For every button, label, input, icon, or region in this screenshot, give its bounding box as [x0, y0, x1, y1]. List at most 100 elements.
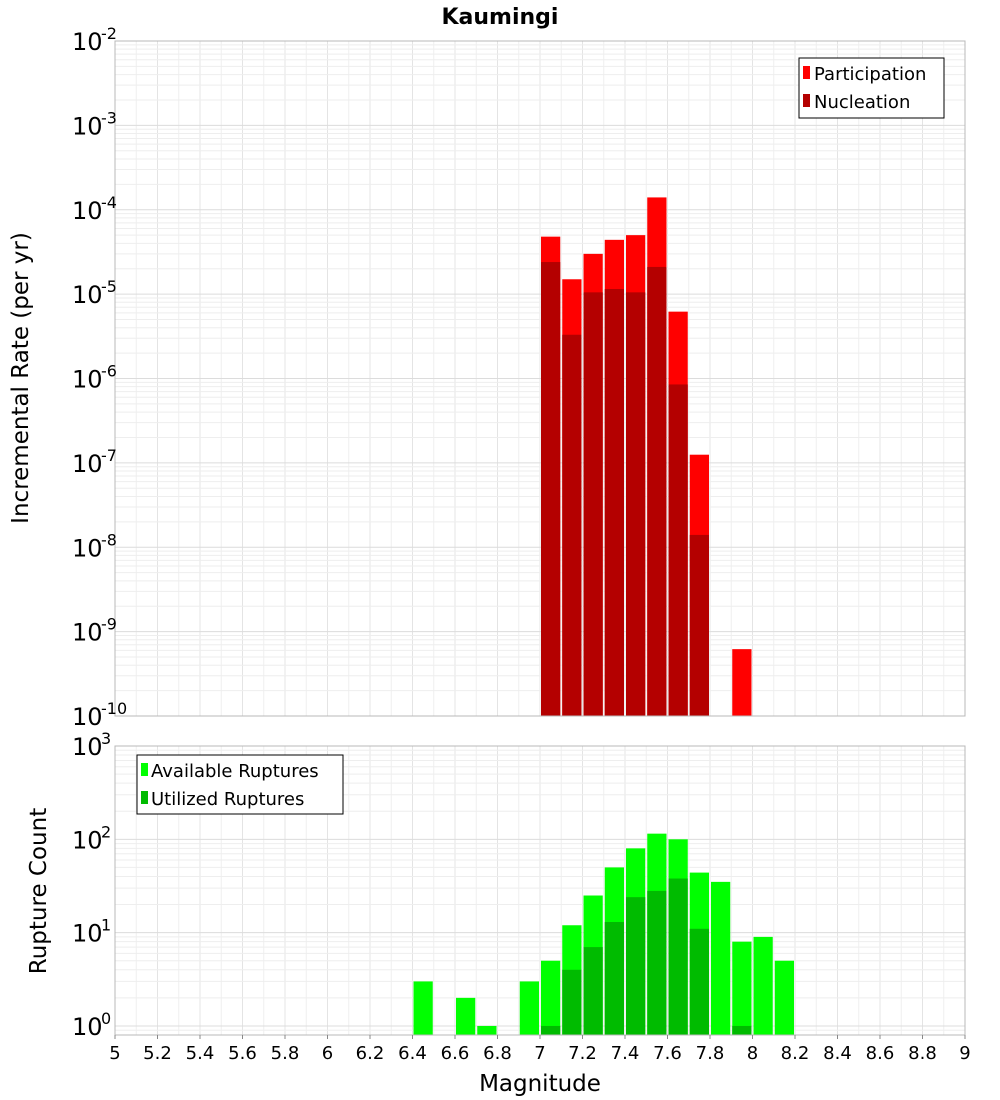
x-tick-label: 6.4	[398, 1043, 427, 1064]
count-legend-box	[136, 754, 344, 815]
x-tick-label: 8.4	[823, 1043, 852, 1064]
y-tick-base: 10	[72, 703, 103, 731]
y-tick-base: 10	[72, 28, 103, 56]
x-tick-label: 8.8	[908, 1043, 937, 1064]
count-bar-utilized-ruptures	[668, 878, 688, 1035]
count-bar-available-ruptures	[456, 997, 476, 1035]
y-tick-exponent: 2	[101, 822, 111, 841]
rate-y-tick-label: 10-10	[72, 699, 127, 731]
rate-y-tick-label: 10-4	[72, 193, 117, 225]
y-tick-exponent: -5	[101, 277, 117, 296]
y-tick-exponent: 1	[101, 916, 111, 935]
y-tick-exponent: -6	[101, 362, 117, 381]
rate-y-tick-label: 10-9	[72, 615, 117, 647]
count-bar-available-ruptures	[541, 960, 561, 1035]
rate-bar-nucleation	[562, 334, 582, 716]
count-legend: Available Ruptures Utilized Ruptures	[136, 754, 344, 815]
rate-bar-nucleation	[541, 262, 561, 716]
count-bar-utilized-ruptures	[732, 1025, 752, 1035]
x-tick-label: 7.4	[611, 1043, 640, 1064]
count-bar-available-ruptures	[413, 981, 433, 1035]
count-bar-utilized-ruptures	[626, 897, 646, 1035]
x-tick-label: 8	[747, 1043, 758, 1064]
rate-bar-nucleation	[604, 289, 624, 716]
chart-title: Kaumingi	[442, 5, 559, 30]
rate-bars	[541, 197, 752, 717]
x-tick-label: 9	[959, 1043, 970, 1064]
y-tick-base: 10	[72, 920, 103, 948]
y-tick-exponent: -9	[101, 615, 117, 634]
y-tick-base: 10	[72, 826, 103, 854]
count-y-tick-label: 103	[72, 729, 111, 761]
x-tick-label: 5.8	[271, 1043, 300, 1064]
y-tick-exponent: -3	[101, 108, 117, 127]
rate-y-tick-label: 10-7	[72, 446, 117, 478]
legend-swatch-utilized	[141, 791, 148, 804]
rate-bar-nucleation	[583, 292, 603, 716]
count-bar-utilized-ruptures	[562, 969, 582, 1035]
x-tick-label: 5	[109, 1043, 120, 1064]
x-tick-label: 8.2	[781, 1043, 810, 1064]
y-tick-base: 10	[72, 112, 103, 140]
rate-y-tick-label: 10-6	[72, 362, 117, 394]
x-tick-label: 5.2	[143, 1043, 172, 1064]
rate-y-tick-label: 10-2	[72, 24, 117, 56]
count-bar-utilized-ruptures	[647, 890, 667, 1035]
y-tick-base: 10	[72, 366, 103, 394]
rate-bar-participation	[732, 649, 752, 716]
legend-swatch-participation	[803, 66, 810, 79]
legend-swatch-nucleation	[803, 94, 810, 107]
rate-bar-nucleation	[647, 266, 667, 716]
rate-grid	[114, 41, 966, 717]
count-bar-available-ruptures	[774, 960, 794, 1035]
x-tick-label: 8.6	[866, 1043, 895, 1064]
x-tick-label: 6	[322, 1043, 333, 1064]
rate-legend: Participation Nucleation	[798, 57, 945, 119]
count-y-axis-label: Rupture Count	[26, 808, 52, 974]
count-bar-utilized-ruptures	[604, 922, 624, 1035]
count-bar-available-ruptures	[732, 941, 752, 1035]
rate-bar-nucleation	[626, 292, 646, 716]
x-tick-label: 7.2	[568, 1043, 597, 1064]
count-grid	[114, 746, 966, 1036]
rate-legend-box	[798, 57, 945, 119]
rate-y-axis-label: Incremental Rate (per yr)	[8, 232, 34, 524]
count-bar-utilized-ruptures	[541, 1025, 561, 1035]
y-tick-exponent: -7	[101, 446, 117, 465]
x-tick-label: 5.4	[186, 1043, 215, 1064]
y-tick-base: 10	[72, 281, 103, 309]
rate-bar-nucleation	[668, 384, 688, 716]
y-tick-base: 10	[72, 733, 103, 761]
count-bar-utilized-ruptures	[689, 928, 709, 1035]
y-tick-base: 10	[72, 450, 103, 478]
x-tick-label: 6.8	[483, 1043, 512, 1064]
count-bar-utilized-ruptures	[583, 947, 603, 1035]
y-tick-exponent: -10	[101, 699, 127, 718]
legend-label-utilized: Utilized Ruptures	[151, 789, 304, 810]
count-y-tick-label: 102	[72, 822, 111, 854]
y-tick-exponent: -4	[101, 193, 117, 212]
legend-label-available: Available Ruptures	[151, 761, 319, 782]
y-tick-exponent: -8	[101, 530, 117, 549]
y-tick-exponent: -2	[101, 24, 117, 43]
y-tick-base: 10	[72, 197, 103, 225]
legend-label-nucleation: Nucleation	[814, 92, 910, 113]
rate-plot-frame	[114, 40, 966, 717]
x-tick-label: 7.6	[653, 1043, 682, 1064]
x-tick-label: 7	[534, 1043, 545, 1064]
legend-label-participation: Participation	[814, 64, 926, 85]
y-tick-base: 10	[72, 1013, 103, 1041]
x-tick-label: 5.6	[228, 1043, 257, 1064]
rate-y-tick-label: 10-3	[72, 108, 117, 140]
legend-swatch-available	[141, 763, 148, 776]
count-x-ticks: 5 5.2 5.4 5.6 5.8 6 6.2 6.4 6.6 6.8 7 7.2 7.4 7.6 7.8 8…	[109, 1035, 971, 1064]
count-bar-available-ruptures	[477, 1025, 497, 1035]
x-tick-label: 6.6	[441, 1043, 470, 1064]
rate-y-tick-label: 10-5	[72, 277, 117, 309]
